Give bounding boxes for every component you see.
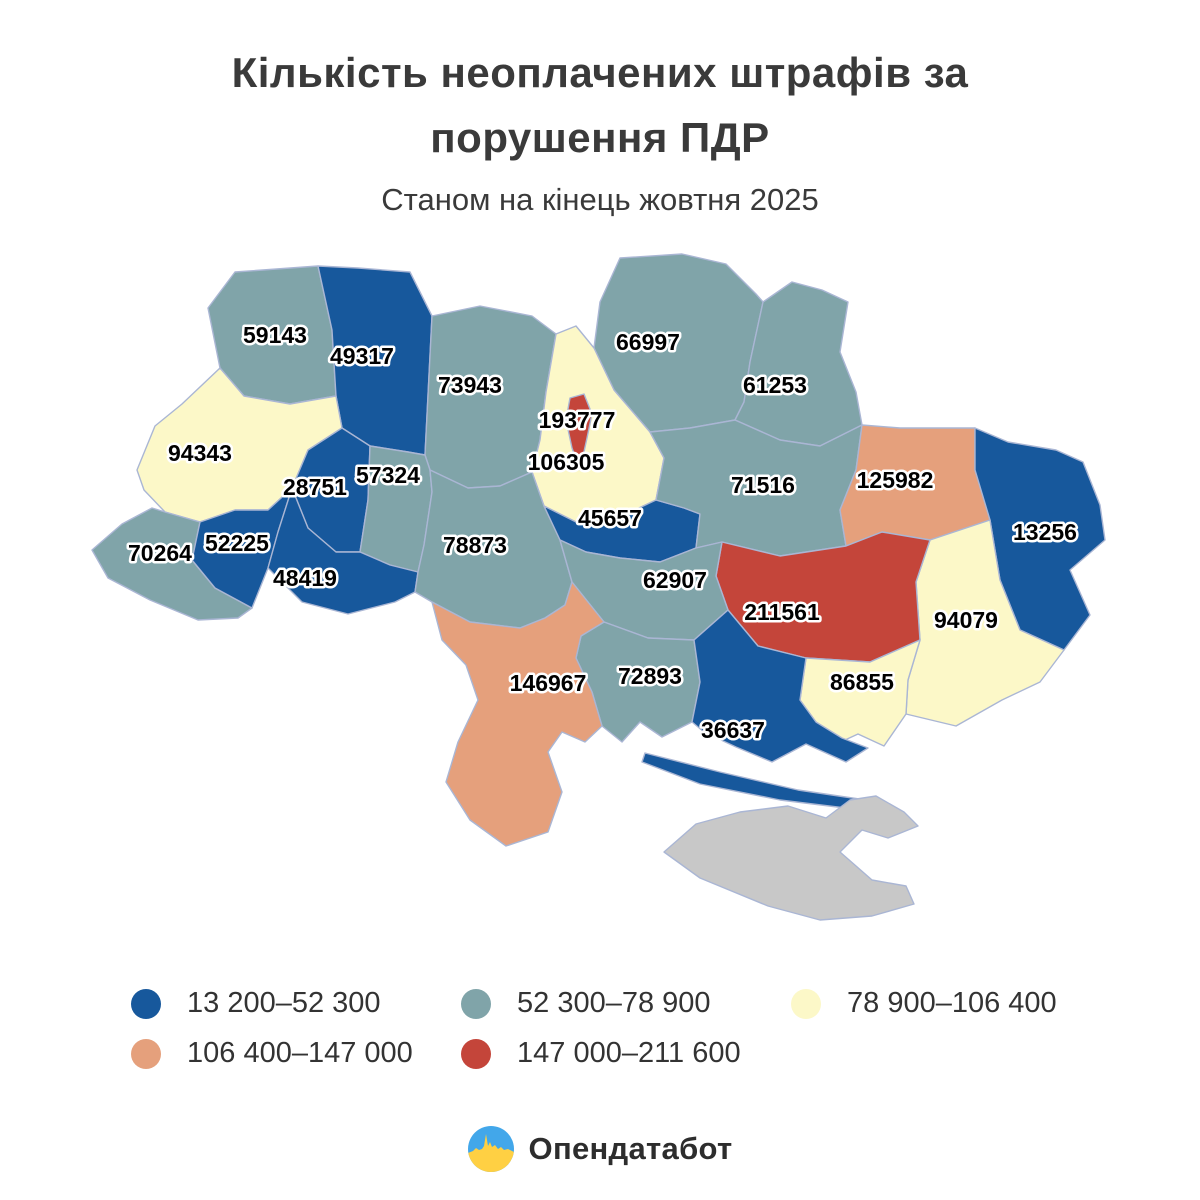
legend-color-dot-1 bbox=[131, 988, 161, 1019]
region-value-lviv: 94343 bbox=[168, 440, 232, 466]
footer-brand: Опендатабот bbox=[0, 1126, 1200, 1172]
region-value-zaporizhzhia: 86855 bbox=[830, 669, 894, 695]
legend-label-5: 147 000–211 600 bbox=[517, 1037, 741, 1069]
region-value-sumy: 61253 bbox=[743, 372, 807, 398]
region-value-chernihiv: 66997 bbox=[616, 329, 680, 355]
region-value-volyn: 59143 bbox=[243, 322, 307, 348]
legend-item-4: 106 400–147 000 bbox=[131, 1037, 413, 1070]
region-value-vinnytsia: 78873 bbox=[443, 532, 507, 558]
region-value-ternopil: 28751 bbox=[283, 474, 347, 500]
brand-name: Опендатабот bbox=[528, 1131, 733, 1166]
legend-item-1: 13 200–52 300 bbox=[131, 987, 381, 1020]
region-value-poltava: 71516 bbox=[731, 472, 795, 498]
title-line-2: порушення ПДР bbox=[430, 114, 770, 162]
region-value-rivne: 49317 bbox=[330, 343, 394, 369]
region-value-kherson: 36637 bbox=[701, 717, 765, 743]
legend-label-4: 106 400–147 000 bbox=[187, 1037, 413, 1069]
region-kyiv-city bbox=[565, 393, 593, 471]
legend-color-dot-4 bbox=[131, 1038, 161, 1069]
logo-yellow-half bbox=[467, 1134, 514, 1172]
legend-color-dot-3 bbox=[791, 988, 821, 1019]
region-value-mykolaiv: 72893 bbox=[618, 663, 682, 689]
region-value-ivano-frankivsk: 52225 bbox=[205, 530, 269, 556]
map-regions bbox=[91, 253, 1106, 921]
region-value-kharkiv: 125982 bbox=[857, 467, 934, 493]
region-value-kyiv-oblast: 106305 bbox=[528, 449, 605, 475]
region-value-odesa: 146967 bbox=[510, 670, 587, 696]
region-value-zhytomyr: 73943 bbox=[438, 372, 502, 398]
region-value-kirovohrad: 62907 bbox=[643, 567, 707, 593]
title-line-1: Кількість неоплачених штрафів за bbox=[231, 49, 969, 96]
region-value-labels: 59143 49317 73943 66997 61253 106305 94343 2875… bbox=[126, 320, 1080, 746]
legend-color-dot-5 bbox=[461, 1038, 491, 1069]
region-value-chernivtsi: 48419 bbox=[273, 565, 337, 591]
opendatabot-logo-icon bbox=[467, 1126, 514, 1172]
legend-label-2: 52 300–78 900 bbox=[517, 987, 711, 1019]
legend-label-1: 13 200–52 300 bbox=[187, 987, 381, 1019]
region-value-donetsk: 94079 bbox=[934, 607, 998, 633]
region-value-khmelnytskyi: 57324 bbox=[356, 462, 420, 488]
legend-item-2: 52 300–78 900 bbox=[461, 987, 711, 1020]
region-value-luhansk: 13256 bbox=[1013, 519, 1077, 545]
subtitle: Станом на кінець жовтня 2025 bbox=[381, 182, 819, 218]
region-value-dnipropetrovsk: 211561 bbox=[744, 599, 820, 625]
page-title: Кількість неоплачених штрафів за порушенн… bbox=[0, 40, 1200, 170]
legend-item-3: 78 900–106 400 bbox=[791, 987, 1057, 1020]
legend-item-5: 147 000–211 600 bbox=[461, 1037, 741, 1070]
header: Кількість неоплачених штрафів за порушенн… bbox=[0, 40, 1200, 218]
region-value-cherkasy: 45657 bbox=[578, 505, 642, 531]
region-value-kyiv-city: 193777 bbox=[539, 407, 616, 433]
region-value-zakarpattia: 70264 bbox=[128, 540, 192, 566]
legend-label-3: 78 900–106 400 bbox=[847, 987, 1057, 1019]
region-crimea bbox=[663, 795, 919, 921]
region-kherson bbox=[691, 609, 869, 763]
region-odesa bbox=[431, 581, 605, 847]
region-kherson-spit bbox=[641, 752, 867, 811]
legend-color-dot-2 bbox=[461, 988, 491, 1019]
